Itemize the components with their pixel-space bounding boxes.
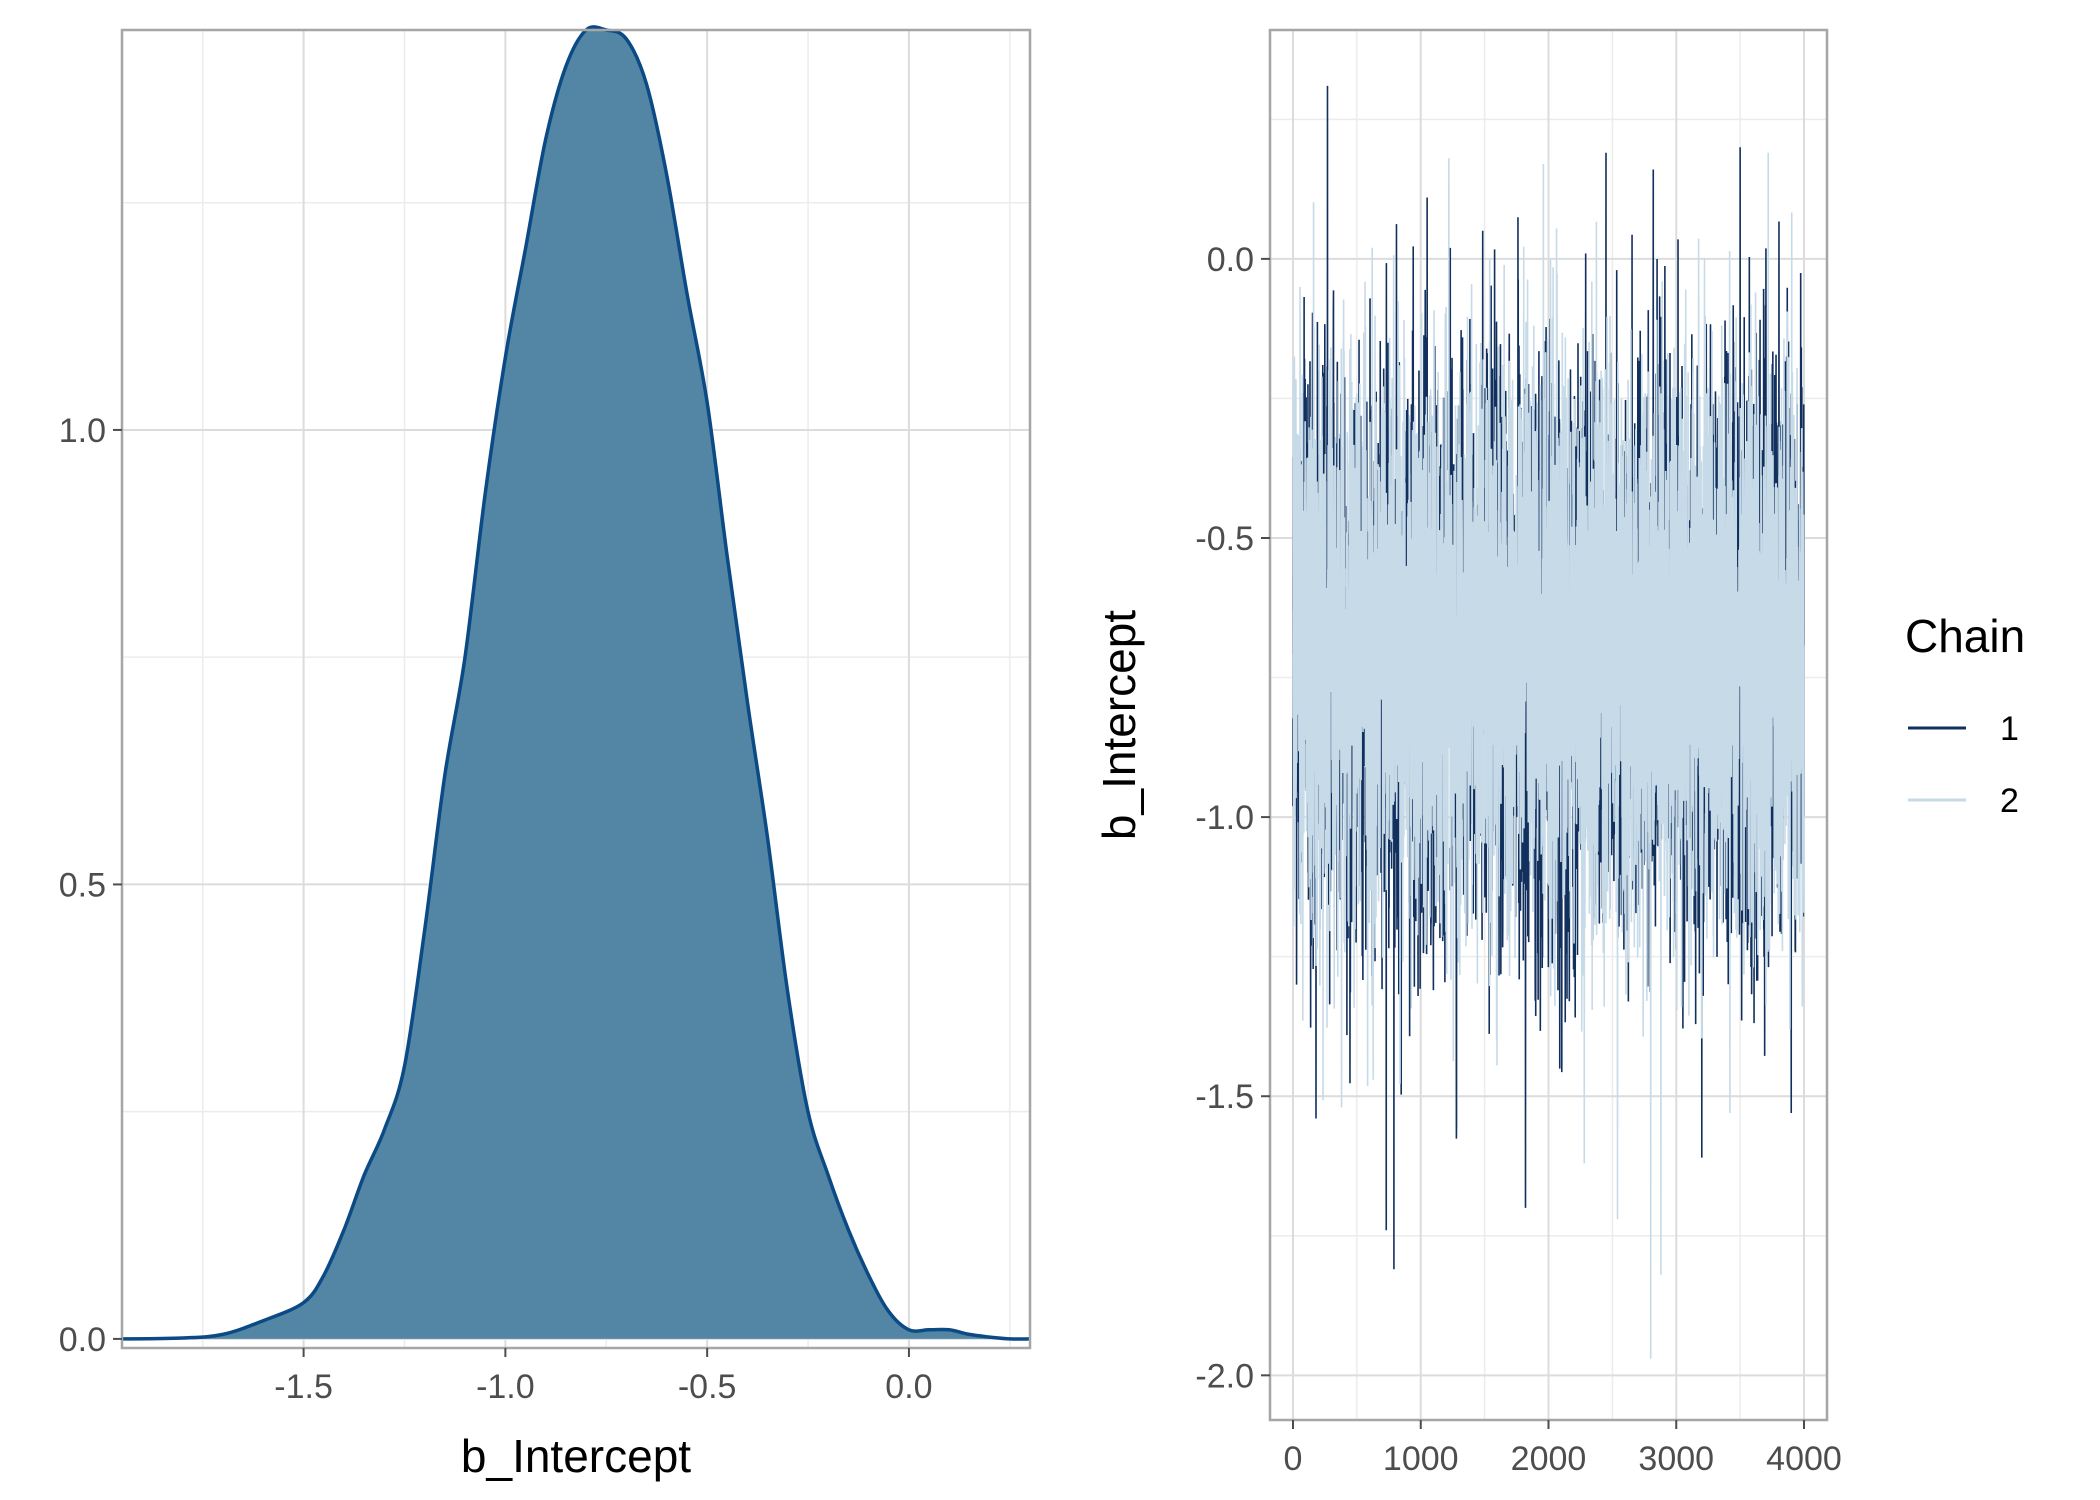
trace-y-tick-label: -0.5 [1195,520,1254,558]
trace-series-layer [1292,85,1805,1359]
density-area-layer [121,25,1031,1341]
trace-x-tick-label: 1000 [1383,1440,1459,1478]
trace-x-axis: 0 1000 2000 3000 4000 [1284,1420,1842,1478]
density-y-tick-label: 0.5 [59,866,106,904]
legend-title: Chain [1905,610,2025,662]
trace-x-tick-label: 2000 [1511,1440,1587,1478]
density-panel: -1.5 -1.0 -0.5 0.0 0.0 0.5 1.0 b_Intercept [59,25,1032,1482]
trace-y-tick-label: -1.0 [1195,799,1254,837]
legend-item-chain-2: 2 [1908,782,2019,820]
chain-legend: Chain 1 2 [1905,610,2025,820]
trace-y-axis: 0.0 -0.5 -1.0 -1.5 -2.0 [1195,241,1270,1395]
legend-label-chain-2: 2 [2000,782,2019,820]
trace-y-tick-label: -2.0 [1195,1357,1254,1395]
legend-label-chain-1: 1 [2000,710,2019,748]
trace-x-tick-label: 0 [1284,1440,1303,1478]
trace-x-tick-label: 4000 [1766,1440,1842,1478]
density-x-tick-label: -1.0 [476,1368,535,1406]
density-x-tick-label: -1.5 [274,1368,333,1406]
density-x-tick-label: 0.0 [885,1368,932,1406]
trace-y-tick-label: 0.0 [1207,241,1254,279]
density-y-tick-label: 1.0 [59,412,106,450]
trace-x-tick-label: 3000 [1638,1440,1714,1478]
density-y-tick-label: 0.0 [59,1321,106,1359]
legend-item-chain-1: 1 [1908,710,2019,748]
density-area [122,26,1030,1340]
trace-panel: 0 1000 2000 3000 4000 0.0 -0.5 -1.0 -1.5 -2.0 b_… [1093,28,1842,1478]
density-x-axis-title: b_Intercept [461,1430,691,1482]
density-y-axis: 0.0 0.5 1.0 [59,412,122,1359]
trace-y-axis-title: b_Intercept [1093,610,1145,840]
trace-series-chain-2 [1292,152,1805,1359]
density-panel-border [120,28,1032,1350]
trace-y-tick-label: -1.5 [1195,1078,1254,1116]
density-curve [121,25,1031,1341]
density-x-axis: -1.5 -1.0 -0.5 0.0 [274,1348,933,1406]
density-x-tick-label: -0.5 [678,1368,737,1406]
